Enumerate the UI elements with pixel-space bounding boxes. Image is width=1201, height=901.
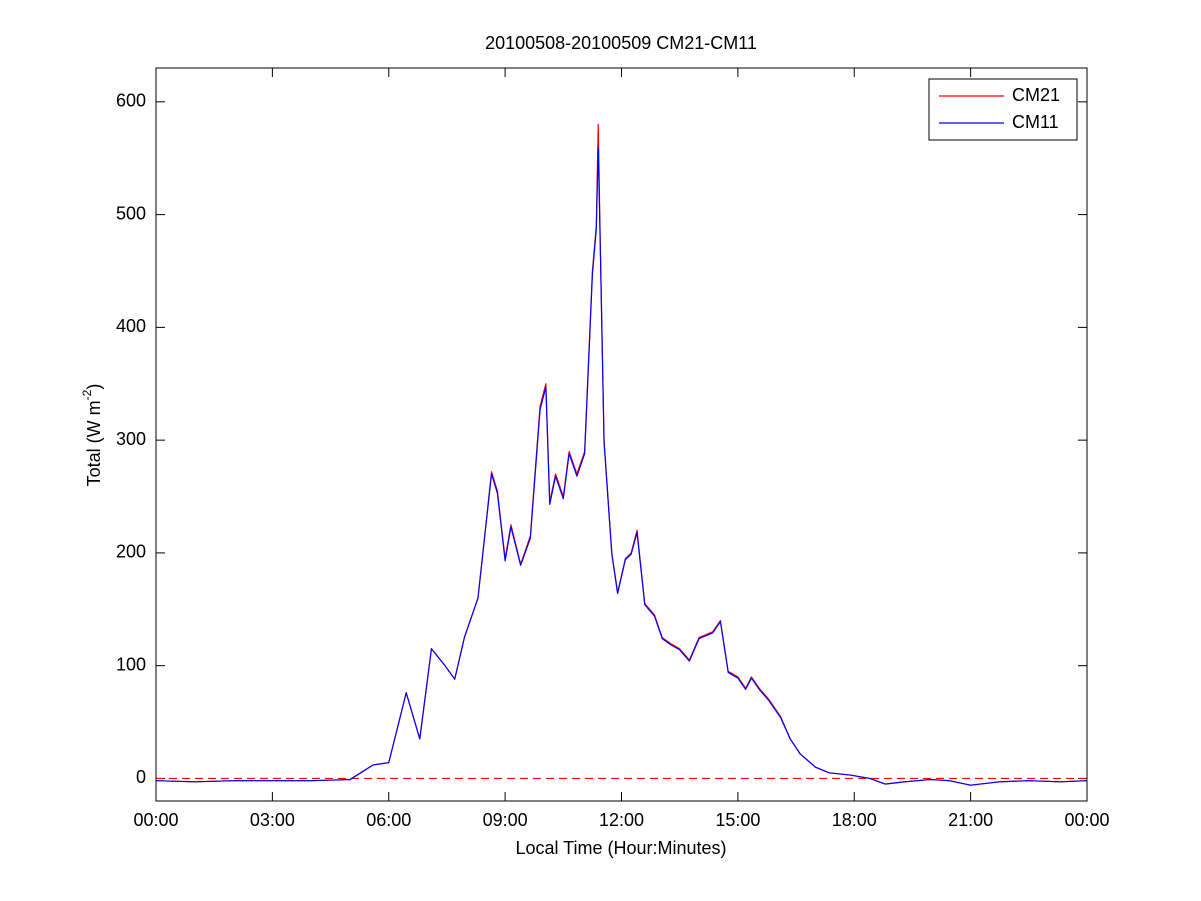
y-tick-label: 100 bbox=[116, 654, 146, 674]
y-tick-label: 300 bbox=[116, 429, 146, 449]
y-label-sup: -2 bbox=[80, 389, 94, 400]
y-tick-label: 400 bbox=[116, 316, 146, 336]
plot-frame bbox=[155, 67, 1088, 802]
y-tick-label: 0 bbox=[136, 767, 146, 787]
y-tick-label: 600 bbox=[116, 91, 146, 111]
x-tick-label: 00:00 bbox=[133, 810, 178, 830]
x-tick-label: 15:00 bbox=[715, 810, 760, 830]
chart-title: 20100508-20100509 CM21-CM11 bbox=[485, 33, 757, 53]
x-axis-label: Local Time (Hour:Minutes) bbox=[515, 838, 726, 858]
x-tick-label: 18:00 bbox=[832, 810, 877, 830]
y-label-after: ) bbox=[84, 384, 104, 390]
x-tick-label: 12:00 bbox=[599, 810, 644, 830]
x-tick-label: 06:00 bbox=[366, 810, 411, 830]
x-tick-label: 09:00 bbox=[483, 810, 528, 830]
y-axis-label: Total (W m-2) bbox=[80, 384, 104, 487]
legend-label: CM21 bbox=[1012, 85, 1060, 105]
y-label-text: Total (W m bbox=[84, 400, 104, 486]
legend-label: CM11 bbox=[1012, 112, 1059, 132]
y-tick-label: 200 bbox=[116, 542, 146, 562]
y-tick-label: 500 bbox=[116, 203, 146, 223]
x-tick-label: 00:00 bbox=[1064, 810, 1109, 830]
x-tick-label: 21:00 bbox=[948, 810, 993, 830]
x-tick-label: 03:00 bbox=[250, 810, 295, 830]
series-line bbox=[155, 146, 1088, 786]
legend-box bbox=[928, 78, 1078, 141]
